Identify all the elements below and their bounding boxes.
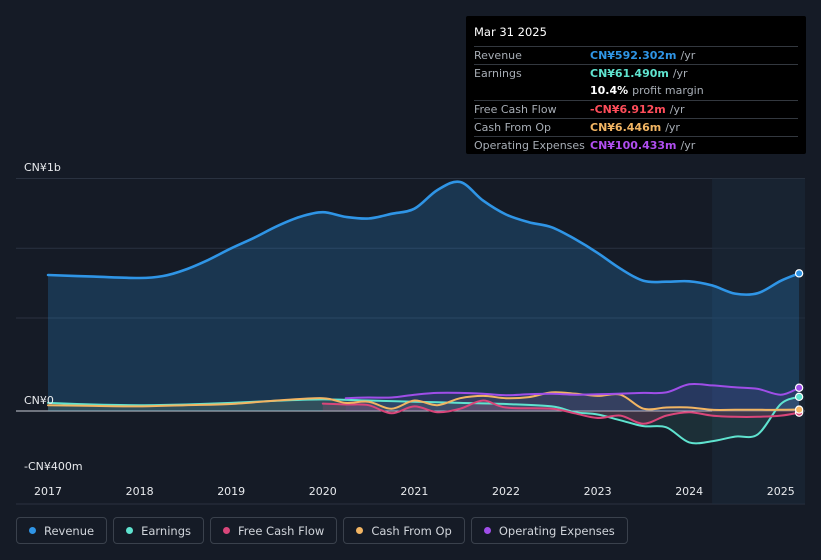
tooltip-row: Free Cash Flow -CN¥6.912m/yr — [474, 99, 798, 118]
legend-item-free-cash-flow[interactable]: Free Cash Flow — [210, 517, 338, 544]
tooltip-row-value: CN¥61.490m — [590, 67, 669, 81]
x-tick-label: 2024 — [675, 485, 703, 498]
legend-label: Cash From Op — [371, 523, 452, 538]
legend-item-operating-expenses[interactable]: Operating Expenses — [470, 517, 628, 544]
tooltip-row-unit: /yr — [672, 67, 688, 81]
earnings-line — [47, 395, 801, 445]
tooltip-row-label — [474, 82, 590, 99]
tooltip-row: Cash From Op CN¥6.446m/yr — [474, 117, 798, 136]
tooltip-row-value: CN¥100.433m — [590, 138, 677, 152]
tooltip-row-unit: /yr — [680, 49, 696, 62]
tooltip-row-value: 10.4% — [590, 84, 629, 98]
legend-dot-icon — [126, 527, 134, 534]
tooltip-date: Mar 31 2025 — [474, 25, 547, 39]
tooltip-row-label: Cash From Op — [474, 120, 552, 134]
y-label-bottom: -CN¥400m — [24, 460, 83, 473]
gridlines — [16, 178, 805, 505]
legend-item-cash-from-op[interactable]: Cash From Op — [343, 517, 465, 544]
x-tick-label: 2019 — [217, 485, 245, 498]
x-tick-label: 2025 — [767, 485, 795, 498]
earnings-end-marker — [794, 392, 804, 402]
y-label-top: CN¥1b — [24, 161, 61, 174]
tooltip-row-value: -CN¥6.912m — [590, 102, 666, 116]
tooltip-rows: Revenue CN¥592.302m/yr Earnings CN¥61.490m /… — [474, 46, 798, 154]
legend-label: Earnings — [141, 523, 191, 538]
x-tick-label: 2022 — [492, 485, 520, 498]
revenue-fill — [48, 181, 800, 411]
tooltip-row-value: CN¥592.302m — [590, 49, 677, 62]
legend-label: Revenue — [44, 523, 95, 538]
cash-from-op-fill — [48, 392, 800, 411]
operating-expenses-fill — [345, 383, 800, 411]
free-cash-flow-fill — [322, 400, 800, 424]
x-tick-label: 2021 — [400, 485, 428, 498]
tooltip-row-label: Free Cash Flow — [474, 102, 557, 116]
legend-dot-icon — [483, 527, 491, 534]
revenue-end-marker — [794, 269, 804, 278]
series-fills — [48, 181, 800, 444]
x-tick-label: 2017 — [34, 485, 62, 498]
earnings-fill — [48, 396, 800, 444]
x-tick-label: 2020 — [309, 485, 337, 498]
legend-item-revenue[interactable]: Revenue — [16, 517, 108, 544]
legend-dot-icon — [223, 527, 230, 534]
series-lines — [46, 180, 801, 445]
tooltip-row-label: Operating Expenses — [474, 138, 585, 152]
tooltip-row-unit: profit margin — [632, 84, 704, 98]
series-end-markers — [794, 269, 804, 417]
legend-dot-icon — [29, 527, 36, 534]
tooltip-row-unit: /yr — [680, 138, 696, 152]
legend-dot-icon — [356, 527, 364, 534]
tooltip-row-label: Revenue — [474, 49, 522, 62]
x-tick-label: 2023 — [584, 485, 612, 498]
tooltip-row-value: CN¥6.446m — [590, 120, 662, 134]
legend: Revenue Earnings Free Cash Flow Cash From O… — [16, 517, 628, 544]
cash-from-op-end-marker — [794, 405, 804, 414]
tooltip-row: Revenue CN¥592.302m/yr — [474, 46, 798, 64]
revenue-line — [46, 180, 801, 296]
x-axis-ticks: 2017 2018 2019 2020 2021 2022 2023 2024 2025 — [34, 485, 795, 498]
legend-label: Free Cash Flow — [238, 523, 325, 538]
tooltip-row: Operating Expenses CN¥100.433m/yr — [474, 135, 798, 154]
tooltip-panel: Mar 31 2025 Revenue CN¥592.302m/yr Earning… — [466, 16, 806, 154]
x-tick-label: 2018 — [126, 485, 154, 498]
free-cash-flow-line — [321, 399, 801, 425]
tooltip-row-unit: /yr — [665, 120, 680, 134]
cash-from-op-line — [47, 391, 801, 411]
y-label-zero: CN¥0 — [24, 394, 54, 407]
tooltip-row: 10.4% profit margin — [474, 82, 798, 99]
tooltip-row: Earnings CN¥61.490m/yr — [474, 64, 798, 82]
legend-item-earnings[interactable]: Earnings — [113, 517, 204, 544]
forecast-shade — [712, 178, 805, 504]
tooltip-row-unit: /yr — [669, 102, 685, 116]
operating-expenses-end-marker — [794, 383, 804, 392]
tooltip-row-label: Earnings — [474, 67, 522, 81]
operating-expenses-line — [344, 382, 801, 400]
legend-label: Operating Expenses — [498, 523, 615, 538]
